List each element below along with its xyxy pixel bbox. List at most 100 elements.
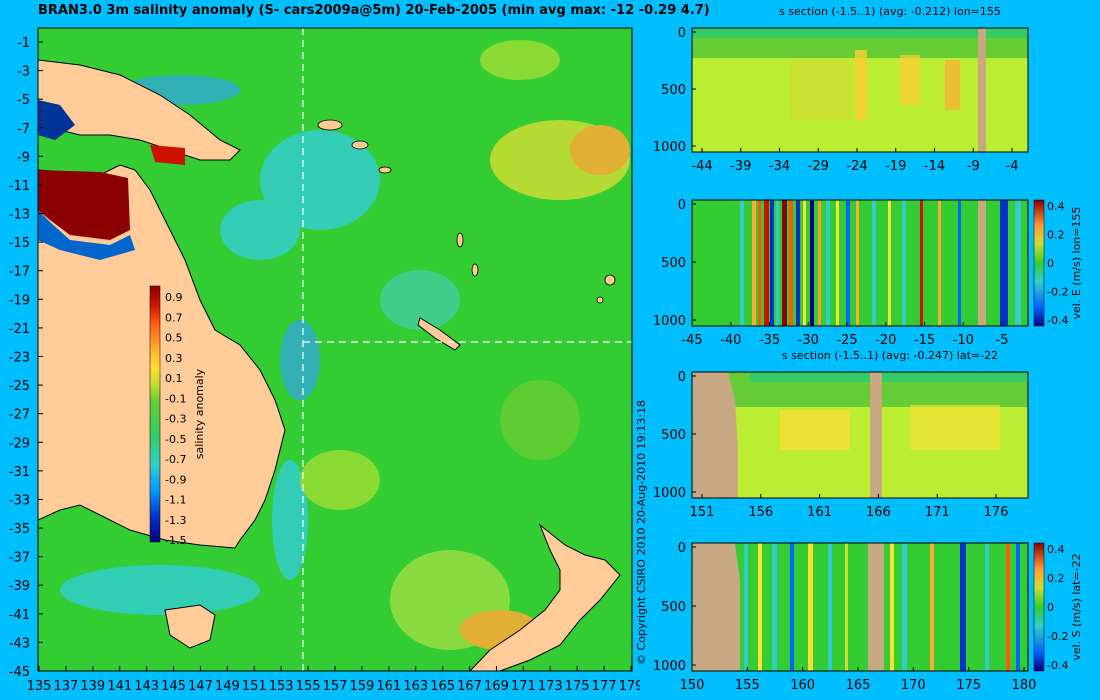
panel-y-tick-label: 0 xyxy=(678,198,686,213)
salinity-map: -1 -3 -5 -7 -9 -11 -13 -15 -17 -19 -21 -23 -25 -27 -29… xyxy=(9,27,640,694)
panel-y-tick-label: 1000 xyxy=(653,314,686,329)
velocity-band xyxy=(803,200,806,326)
map-colorbar-tick-label: -1.3 xyxy=(165,514,186,527)
panel2-colorbar xyxy=(1033,199,1045,327)
panel-colorbar-tick-label: 0.4 xyxy=(1047,200,1065,213)
map-y-tick-label: -37 xyxy=(9,551,30,566)
map-x-tick-label: 143 xyxy=(134,679,159,694)
panel-x-tick-label: 151 xyxy=(690,505,715,520)
velocity-band xyxy=(846,200,850,326)
map-y-tick-label: -25 xyxy=(9,379,30,394)
pacific-islands xyxy=(317,119,616,304)
velocity-band xyxy=(902,543,907,671)
map-x-tick-label: 171 xyxy=(511,679,536,694)
map-colorbar-tick-label: 0.1 xyxy=(165,372,183,385)
australia-land xyxy=(38,164,286,549)
map-x-axis: 135 137 139 141 143 145 147 149 151 153 155 157 159 1… xyxy=(27,666,640,694)
velocity-band xyxy=(789,200,793,326)
map-y-tick-label: -3 xyxy=(17,65,30,80)
map-y-tick-label: -35 xyxy=(9,522,30,537)
panel2-velE-lon155: -45 -40 -35 -30 -25 -20 -15 -10 -5 0 500 1000 0.4 0.2… xyxy=(653,198,1083,348)
panel-x-tick-label: 176 xyxy=(984,505,1009,520)
velocity-band xyxy=(758,543,762,671)
velocity-band xyxy=(1000,200,1008,326)
panel-x-tick-label: 170 xyxy=(901,678,926,693)
velocity-band xyxy=(920,200,923,326)
map-y-tick-label: -43 xyxy=(9,636,30,651)
velocity-band xyxy=(796,200,800,326)
panel-x-tick-label: 166 xyxy=(866,505,891,520)
panel4-colorbar xyxy=(1033,542,1045,672)
map-y-tick-label: -15 xyxy=(9,236,30,251)
map-y-tick-label: -27 xyxy=(9,408,30,423)
panel-x-tick-label: -4 xyxy=(1006,159,1019,174)
panel-y-tick-label: 500 xyxy=(661,256,686,271)
velocity-band xyxy=(836,200,839,326)
map-colorbar-label: salinity anomaly xyxy=(193,368,206,459)
panel-x-tick-label: 160 xyxy=(790,678,815,693)
map-colorbar-tick-label: -0.1 xyxy=(165,392,186,405)
panel-x-tick-label: -44 xyxy=(691,159,712,174)
panel-colorbar-tick-label: -0.4 xyxy=(1047,659,1068,672)
velocity-band xyxy=(1006,543,1010,671)
map-x-tick-label: 177 xyxy=(592,679,617,694)
map-y-tick-label: -45 xyxy=(9,665,30,680)
panel-x-tick-label: 175 xyxy=(956,678,981,693)
map-y-tick-label: -1 xyxy=(17,36,30,51)
map-x-tick-label: 135 xyxy=(27,679,52,694)
panel4-velS-lat22: 150 155 160 165 170 175 180 0 500 1000 0.4 0.2 0 -0.2… xyxy=(653,541,1083,693)
velocity-band xyxy=(752,200,756,326)
velocity-band xyxy=(958,200,961,326)
panel-colorbar-tick-label: 0 xyxy=(1047,601,1054,614)
map-colorbar-tick-label: -1.1 xyxy=(165,494,186,507)
velocity-band xyxy=(770,200,774,326)
map-x-tick-label: 165 xyxy=(430,679,455,694)
map-x-tick-label: 149 xyxy=(215,679,240,694)
map-y-tick-label: -19 xyxy=(9,293,30,308)
panel-x-tick-label: -15 xyxy=(914,333,935,348)
map-y-tick-label: -23 xyxy=(9,351,30,366)
velocity-band xyxy=(872,200,876,326)
map-colorbar-tick-label: -1.5 xyxy=(165,534,186,547)
panel-x-tick-label: -10 xyxy=(953,333,974,348)
map-y-tick-label: -5 xyxy=(17,93,30,108)
map-x-tick-label: 161 xyxy=(376,679,401,694)
map-x-tick-label: 137 xyxy=(53,679,78,694)
panel-x-tick-label: -5 xyxy=(996,333,1009,348)
panel-colorbar-tick-label: 0.2 xyxy=(1047,572,1065,585)
panel-y-tick-label: 1000 xyxy=(653,659,686,674)
velocity-band xyxy=(782,200,787,326)
map-colorbar-tick-label: -0.7 xyxy=(165,453,186,466)
velocity-band xyxy=(810,200,814,326)
panel3-salinity-lat22: 151 156 161 166 171 176 0 500 1000 xyxy=(653,370,1029,520)
panel-colorbar-tick-label: 0 xyxy=(1047,257,1054,270)
panel-x-tick-label: -39 xyxy=(730,159,751,174)
map-x-tick-label: 167 xyxy=(457,679,482,694)
panel-x-tick-label: -19 xyxy=(885,159,906,174)
panel-x-tick-label: 171 xyxy=(925,505,950,520)
velocity-band xyxy=(772,543,777,671)
velocity-band xyxy=(740,200,744,326)
map-y-tick-label: -13 xyxy=(9,208,30,223)
panel-colorbar-tick-label: 0.2 xyxy=(1047,229,1065,242)
panel-y-tick-label: 0 xyxy=(678,26,686,41)
velocity-band xyxy=(938,200,941,326)
panel-colorbar-tick-label: -0.2 xyxy=(1047,286,1068,299)
map-x-tick-label: 151 xyxy=(242,679,267,694)
map-y-tick-label: -21 xyxy=(9,322,30,337)
map-x-tick-label: 145 xyxy=(161,679,186,694)
velocity-band xyxy=(808,543,813,671)
velocity-band xyxy=(930,543,934,671)
velocity-band xyxy=(790,543,794,671)
panel-colorbar-tick-label: -0.4 xyxy=(1047,314,1068,327)
panel-x-tick-label: 156 xyxy=(748,505,773,520)
main-title: BRAN3.0 3m salinity anomaly (S- cars2009… xyxy=(38,3,710,18)
panel1-salinity-lon155: -44 -39 -34 -29 -24 -19 -14 -9 -4 0 500 1000 xyxy=(653,26,1029,174)
tasmania-land xyxy=(164,604,216,649)
map-colorbar-tick-label: -0.5 xyxy=(165,433,186,446)
velocity-band xyxy=(960,543,966,671)
map-colorbar-tick-label: 0.5 xyxy=(165,332,183,345)
velocity-band xyxy=(985,543,989,671)
panel-y-tick-label: 1000 xyxy=(653,140,686,155)
